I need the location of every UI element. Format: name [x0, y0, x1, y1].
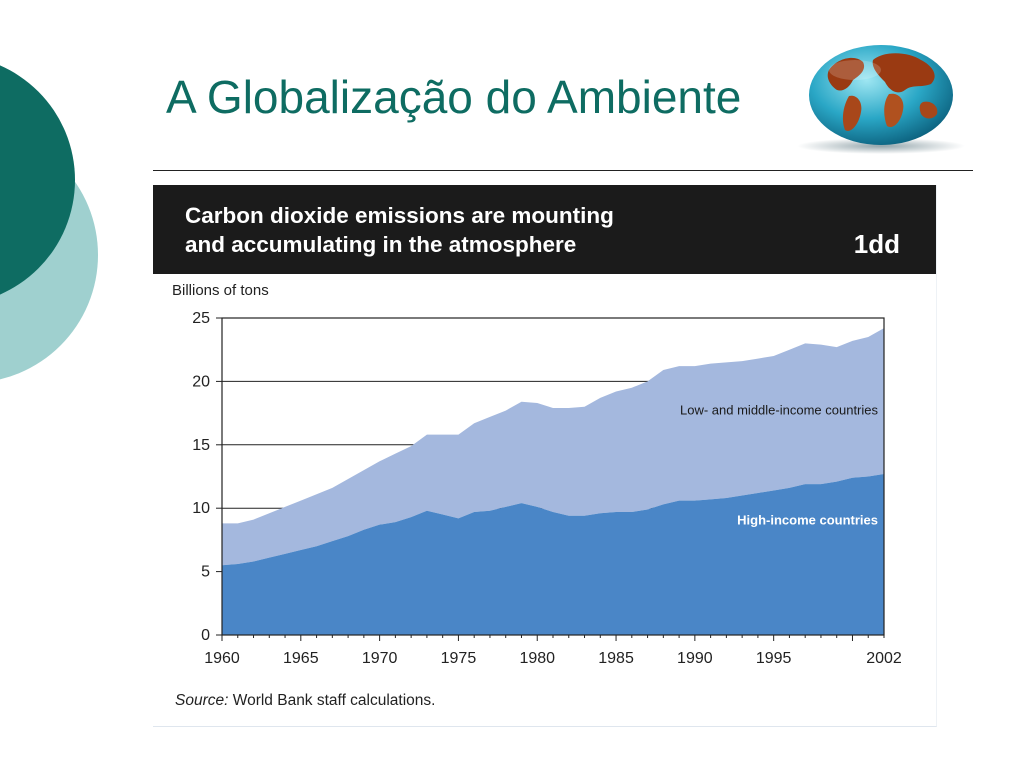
globe-icon [797, 45, 965, 154]
source-note: Source: World Bank staff calculations. [175, 692, 435, 710]
area-low-middle-income [222, 328, 884, 566]
chart-plot: 0 5 10 15 20 25 1960 1965 1970 1975 1980 1985 1990 19… [192, 310, 902, 667]
deco-dark-circle [0, 65, 75, 295]
y-tick-label-0: 0 [201, 627, 210, 644]
chart-figure: Carbon dioxide emissions are mounting an… [153, 185, 937, 727]
source-prefix: Source: [175, 692, 229, 709]
x-tick-label-0: 1960 [204, 650, 240, 667]
slide-decoration [0, 65, 98, 380]
chart-header: Carbon dioxide emissions are mounting an… [153, 185, 936, 274]
y-tick-label-1: 5 [201, 564, 210, 581]
series-label-high-income: High-income countries [737, 513, 878, 528]
chart-title: Carbon dioxide emissions are mounting an… [185, 201, 785, 259]
y-tick-label-5: 25 [192, 310, 210, 327]
x-tick-label-1: 1965 [283, 650, 319, 667]
x-tick-label-2: 1970 [362, 650, 398, 667]
x-tick-label-8: 2002 [866, 650, 902, 667]
y-tick-label-3: 15 [192, 437, 210, 454]
title-divider [153, 170, 973, 171]
area-high-income [222, 473, 884, 635]
series-label-low-middle: Low- and middle-income countries [680, 402, 878, 417]
figure-number: 1dd [853, 229, 900, 259]
slide-title: A Globalização do Ambiente [166, 71, 742, 123]
x-tick-label-6: 1990 [677, 650, 713, 667]
x-tick-label-5: 1985 [598, 650, 634, 667]
source-text: World Bank staff calculations. [228, 692, 436, 709]
x-tick-label-4: 1980 [519, 650, 555, 667]
chart-title-line1: Carbon dioxide emissions are mounting [185, 203, 614, 228]
y-tick-label-4: 20 [192, 373, 210, 390]
x-tick-label-7: 1995 [756, 650, 792, 667]
y-axis-label: Billions of tons [172, 282, 269, 299]
x-tick-label-3: 1975 [441, 650, 477, 667]
chart-title-line2: and accumulating in the atmosphere [185, 232, 577, 257]
y-tick-label-2: 10 [192, 500, 210, 517]
